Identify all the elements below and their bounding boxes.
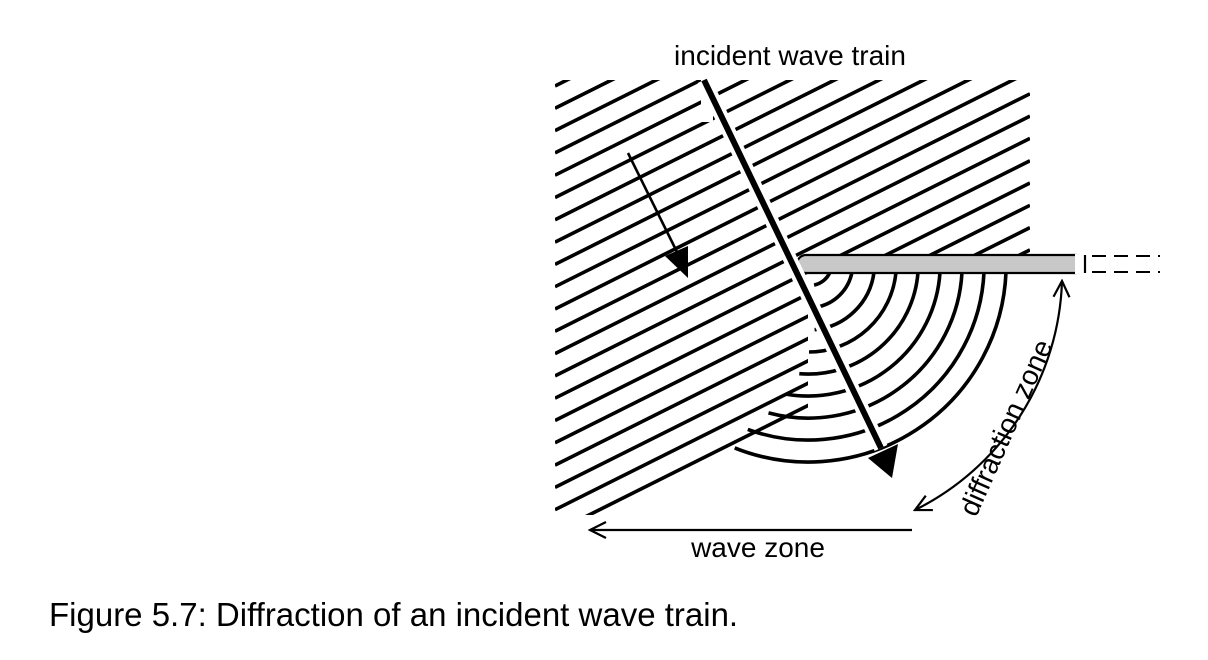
wave-direction-arrow xyxy=(626,152,688,278)
wave-crest xyxy=(555,80,1030,155)
diffraction-arc xyxy=(808,271,898,354)
diffraction-arc xyxy=(815,271,854,309)
wave-crest xyxy=(555,248,1030,490)
wave-crest xyxy=(555,80,1030,177)
wave-crest xyxy=(555,181,1030,423)
incident-wave-crests xyxy=(555,80,1030,515)
diffraction-zone-label: diffraction zone xyxy=(953,335,1058,521)
breakwater xyxy=(795,253,1087,275)
diffraction-zone-arrow xyxy=(915,281,1062,510)
incident-wave-train-label: incident wave train xyxy=(674,40,906,71)
wave-crest xyxy=(555,80,1030,200)
wave-crest xyxy=(555,114,1030,356)
wave-crest xyxy=(555,92,1030,333)
wave-crest xyxy=(555,203,1030,445)
wave-crest xyxy=(555,80,1030,267)
incident-direction-arrow xyxy=(697,76,898,478)
wave-crest xyxy=(555,80,1030,244)
wave-crest xyxy=(555,80,1030,133)
figure-caption: Figure 5.7: Diffraction of an incident w… xyxy=(49,596,739,633)
incident-label-bg xyxy=(652,36,930,74)
wave-crest xyxy=(555,80,1030,289)
wave-crest xyxy=(555,80,1030,311)
wave-crest xyxy=(555,80,1030,222)
wave-zone-label: wave zone xyxy=(690,532,825,563)
